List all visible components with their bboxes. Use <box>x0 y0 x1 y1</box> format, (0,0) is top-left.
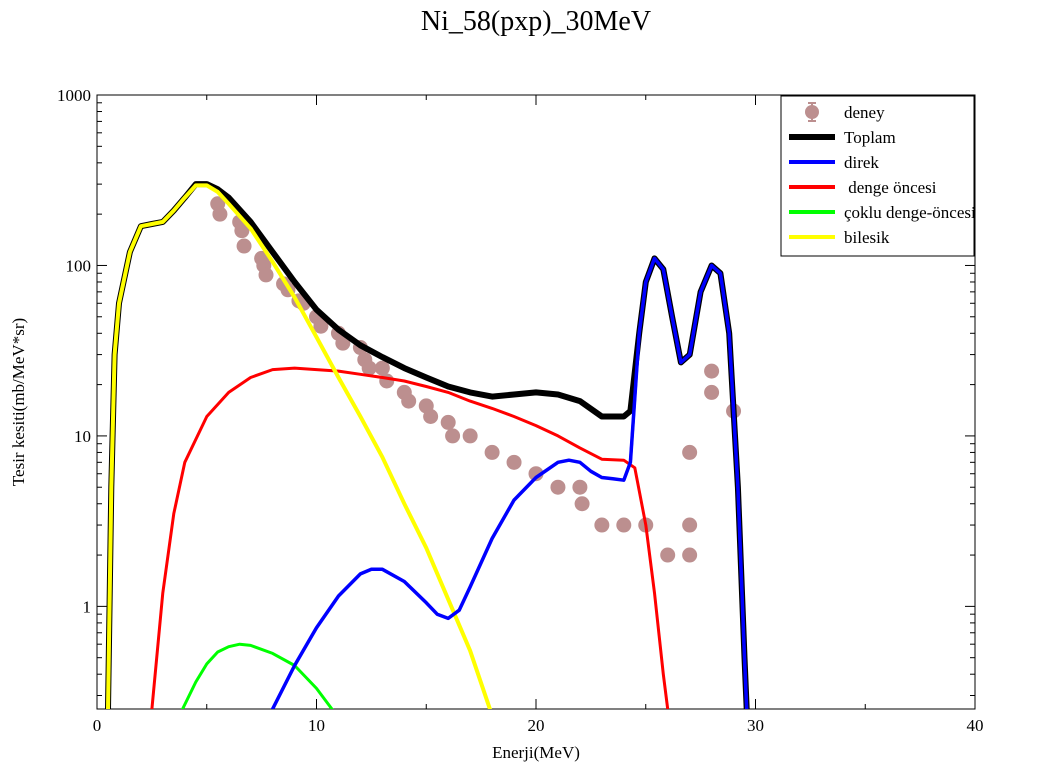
data-point <box>335 335 351 351</box>
legend-item: deney <box>805 102 885 122</box>
data-point <box>574 496 590 512</box>
chart-title: Ni_58(pxp)_30MeV <box>421 6 651 37</box>
y-axis-label: Tesir kesiti(mb/MeV*sr) <box>9 318 28 486</box>
y-tick-label: 100 <box>66 256 92 275</box>
series-line-direk-peaks <box>622 256 749 709</box>
legend: deney Toplam direk denge öncesi çoklu denge… <box>780 95 976 257</box>
data-point <box>660 547 676 563</box>
x-tick-label: 30 <box>747 716 764 735</box>
data-point <box>528 466 544 482</box>
data-point <box>313 318 329 334</box>
data-point <box>258 267 274 283</box>
data-point <box>379 373 395 389</box>
legend-label: direk <box>844 153 879 172</box>
legend-item: bilesik <box>789 228 890 247</box>
series-line-bilesik <box>106 183 492 709</box>
axis-ticks: 0 10 20 30 40 1 10 100 1000 <box>57 86 984 735</box>
data-point <box>682 517 698 533</box>
data-point <box>572 479 588 495</box>
x-tick-label: 0 <box>93 716 102 735</box>
data-point <box>506 454 522 470</box>
data-point <box>704 363 720 379</box>
data-point <box>445 428 461 444</box>
data-point <box>704 384 720 400</box>
data-point <box>212 206 228 222</box>
legend-label: denge öncesi <box>844 178 937 197</box>
data-point <box>361 360 377 376</box>
series-line--oklu-denge-ncesi <box>181 642 334 709</box>
data-point <box>550 479 566 495</box>
data-point <box>440 414 456 430</box>
legend-box <box>780 95 975 257</box>
x-axis-label: Enerji(MeV) <box>492 743 580 762</box>
legend-item: denge öncesi <box>789 178 937 197</box>
data-point <box>236 238 252 254</box>
series-line-denge-ncesi <box>150 366 670 709</box>
y-tick-label: 10 <box>74 427 91 446</box>
y-tick-label: 1000 <box>57 86 91 105</box>
data-point <box>234 223 250 239</box>
legend-label: deney <box>844 103 885 122</box>
data-point <box>401 393 417 409</box>
legend-label: çoklu denge-öncesi <box>844 203 976 222</box>
legend-label: bilesik <box>844 228 890 247</box>
data-point <box>682 444 698 460</box>
data-point <box>374 360 390 376</box>
data-point <box>484 444 500 460</box>
series-layer <box>105 181 750 709</box>
legend-item: Toplam <box>789 128 896 147</box>
x-tick-label: 20 <box>528 716 545 735</box>
data-point <box>423 408 439 424</box>
legend-item: çoklu denge-öncesi <box>789 203 976 222</box>
legend-label: Toplam <box>844 128 896 147</box>
y-tick-label: 1 <box>83 597 92 616</box>
data-point <box>616 517 632 533</box>
data-point <box>594 517 610 533</box>
x-tick-label: 10 <box>308 716 325 735</box>
data-point <box>682 547 698 563</box>
data-point <box>462 428 478 444</box>
legend-item: direk <box>789 153 879 172</box>
x-tick-label: 40 <box>967 716 984 735</box>
